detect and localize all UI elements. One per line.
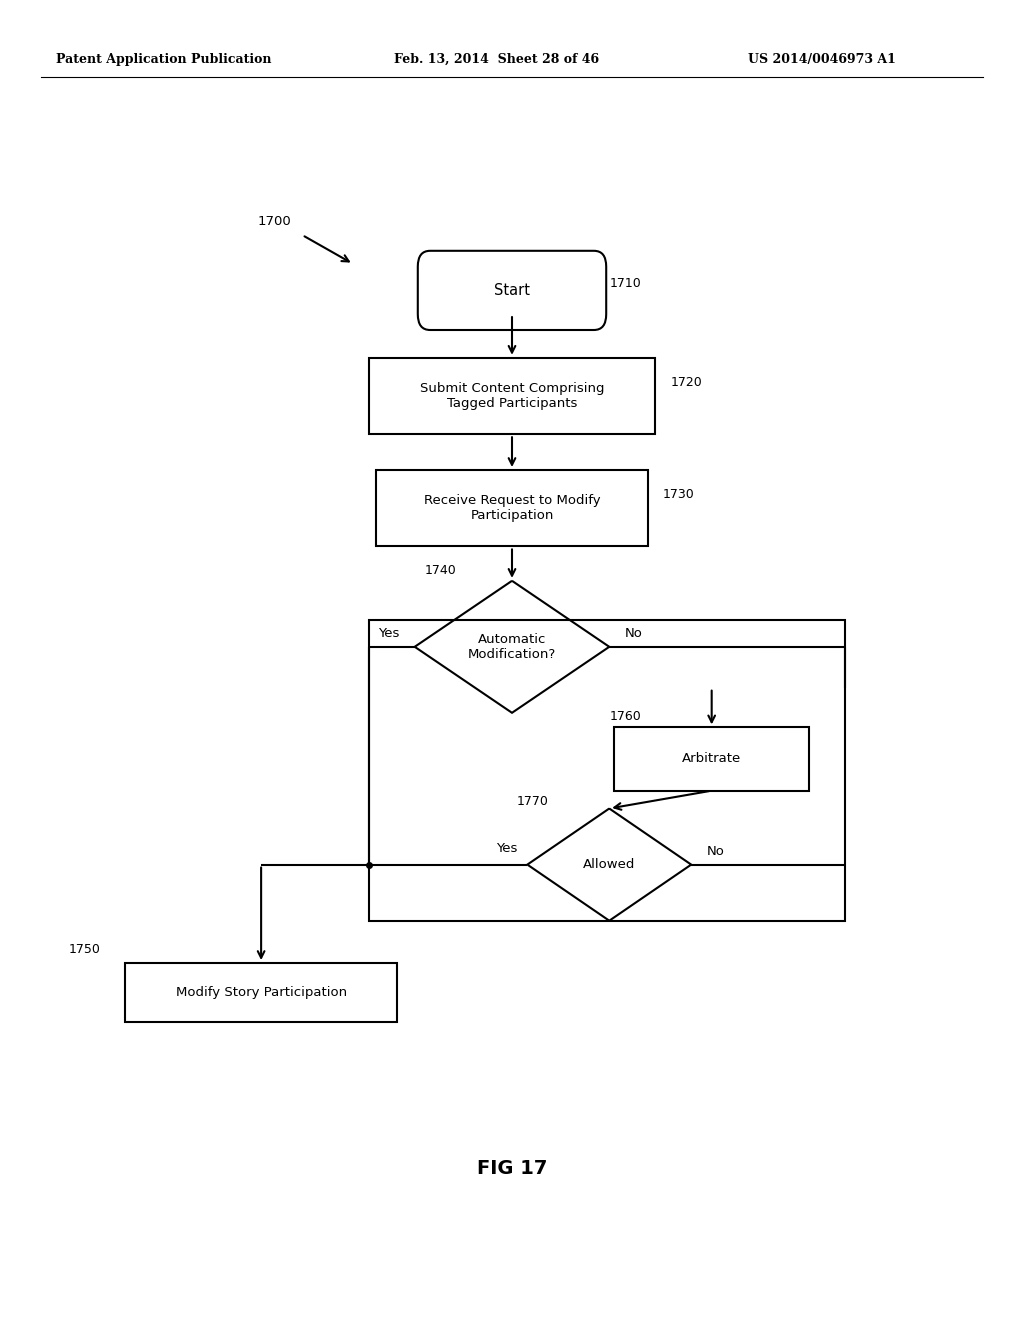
Text: FIG 17: FIG 17 bbox=[477, 1159, 547, 1177]
FancyBboxPatch shape bbox=[418, 251, 606, 330]
Text: 1700: 1700 bbox=[258, 215, 292, 228]
Text: 1760: 1760 bbox=[609, 710, 641, 723]
Text: Start: Start bbox=[494, 282, 530, 298]
Text: 1720: 1720 bbox=[671, 376, 702, 389]
Text: No: No bbox=[625, 627, 642, 640]
Text: 1750: 1750 bbox=[70, 944, 101, 956]
Text: Receive Request to Modify
Participation: Receive Request to Modify Participation bbox=[424, 494, 600, 523]
Bar bbox=[369, 620, 845, 921]
Bar bbox=[369, 358, 655, 434]
Text: Feb. 13, 2014  Sheet 28 of 46: Feb. 13, 2014 Sheet 28 of 46 bbox=[394, 53, 599, 66]
Text: Yes: Yes bbox=[496, 842, 517, 855]
Text: 1710: 1710 bbox=[609, 277, 641, 290]
Text: Patent Application Publication: Patent Application Publication bbox=[56, 53, 271, 66]
Text: Submit Content Comprising
Tagged Participants: Submit Content Comprising Tagged Partici… bbox=[420, 381, 604, 411]
Text: Allowed: Allowed bbox=[583, 858, 636, 871]
Text: Yes: Yes bbox=[378, 627, 399, 640]
Bar bbox=[377, 470, 648, 546]
Text: Automatic
Modification?: Automatic Modification? bbox=[468, 632, 556, 661]
Text: Arbitrate: Arbitrate bbox=[682, 752, 741, 766]
Text: No: No bbox=[707, 845, 724, 858]
Text: US 2014/0046973 A1: US 2014/0046973 A1 bbox=[748, 53, 895, 66]
Text: 1730: 1730 bbox=[664, 488, 695, 502]
Text: 1740: 1740 bbox=[425, 564, 457, 577]
Bar bbox=[614, 727, 809, 791]
Bar bbox=[125, 964, 397, 1022]
Text: 1770: 1770 bbox=[517, 796, 549, 808]
Text: Modify Story Participation: Modify Story Participation bbox=[175, 986, 347, 999]
